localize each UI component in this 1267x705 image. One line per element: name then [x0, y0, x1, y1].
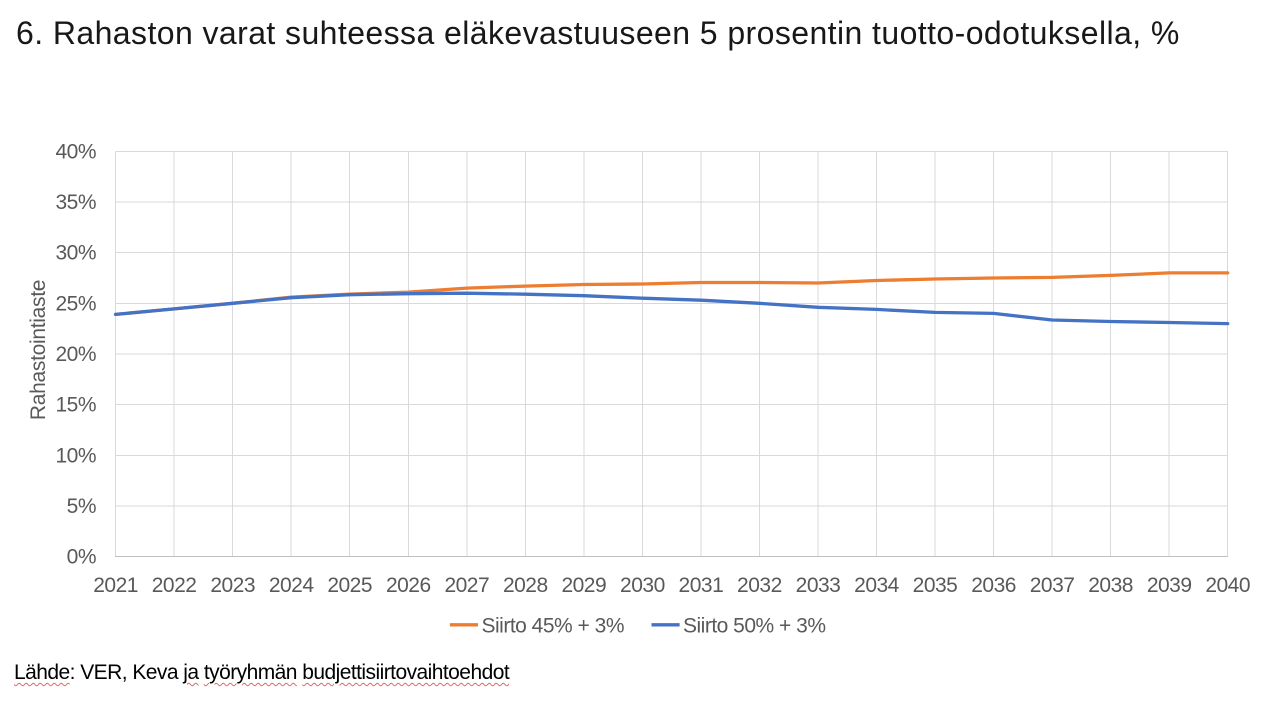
svg-text:40%: 40%: [55, 140, 96, 163]
svg-text:15%: 15%: [55, 394, 96, 417]
svg-text:2037: 2037: [1030, 574, 1075, 597]
svg-text:2027: 2027: [444, 574, 489, 597]
svg-text:20%: 20%: [55, 343, 96, 366]
svg-text:2022: 2022: [152, 574, 197, 597]
svg-text:35%: 35%: [55, 191, 96, 214]
svg-text:30%: 30%: [55, 242, 96, 265]
svg-text:2024: 2024: [269, 574, 315, 597]
svg-text:2035: 2035: [913, 574, 958, 597]
svg-text:Siirto 45% + 3%: Siirto 45% + 3%: [482, 614, 625, 637]
svg-text:Siirto 50% + 3%: Siirto 50% + 3%: [683, 614, 826, 637]
svg-text:2039: 2039: [1147, 574, 1192, 597]
svg-text:2021: 2021: [93, 574, 138, 597]
svg-text:2040: 2040: [1205, 574, 1250, 597]
svg-text:2029: 2029: [561, 574, 606, 597]
svg-text:2033: 2033: [796, 574, 841, 597]
svg-text:5%: 5%: [67, 495, 96, 518]
svg-text:2034: 2034: [854, 574, 900, 597]
svg-text:2036: 2036: [971, 574, 1016, 597]
svg-text:2028: 2028: [503, 574, 548, 597]
svg-text:2030: 2030: [620, 574, 665, 597]
svg-text:2038: 2038: [1088, 574, 1133, 597]
svg-text:2026: 2026: [386, 574, 431, 597]
svg-text:2031: 2031: [679, 574, 724, 597]
svg-text:10%: 10%: [55, 444, 96, 467]
svg-text:Rahastointiaste: Rahastointiaste: [27, 280, 50, 420]
svg-text:25%: 25%: [55, 292, 96, 315]
svg-text:0%: 0%: [67, 546, 96, 569]
svg-text:2025: 2025: [327, 574, 372, 597]
svg-text:2023: 2023: [210, 574, 255, 597]
svg-text:2032: 2032: [737, 574, 782, 597]
